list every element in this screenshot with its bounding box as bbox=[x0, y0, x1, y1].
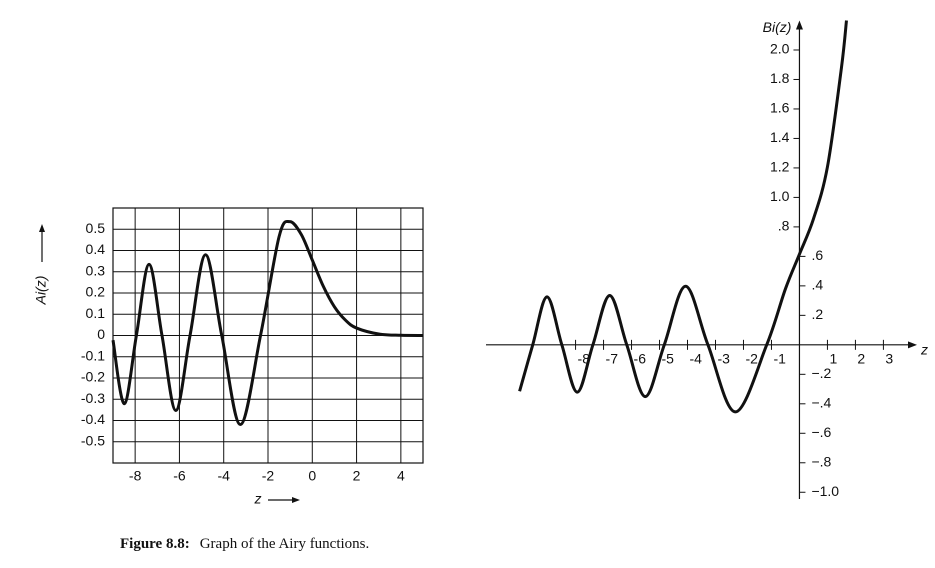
x-tick-label: -6 bbox=[173, 468, 186, 484]
x-tick-label: -7 bbox=[606, 351, 619, 367]
y-tick-label: -0.3 bbox=[81, 390, 105, 406]
y-tick-label: .4 bbox=[811, 277, 823, 293]
y-tick-label: -0.5 bbox=[81, 432, 105, 448]
y-axis-label: Bi(z) bbox=[763, 19, 792, 35]
caption-label: Figure 8.8: bbox=[120, 536, 190, 552]
y-tick-label: 0.3 bbox=[86, 262, 106, 278]
x-tick-label: 0 bbox=[308, 468, 316, 484]
y-tick-label: 0.1 bbox=[86, 305, 106, 321]
y-axis-arrowhead bbox=[795, 20, 803, 30]
y-tick-label: 1.6 bbox=[770, 100, 790, 116]
y-tick-label: .6 bbox=[811, 247, 823, 263]
y-tick-label: −1.0 bbox=[811, 483, 839, 499]
y-tick-label: −.4 bbox=[811, 395, 831, 411]
x-tick-label: 4 bbox=[397, 468, 405, 484]
x-axis-label: z bbox=[254, 491, 262, 507]
y-tick-label: 1.2 bbox=[770, 159, 790, 175]
y-tick-label: 1.4 bbox=[770, 129, 790, 145]
x-tick-label: 1 bbox=[829, 351, 837, 367]
x-tick-label: 3 bbox=[885, 351, 893, 367]
y-tick-label: 0.2 bbox=[86, 284, 106, 300]
x-tick-label: -6 bbox=[634, 351, 647, 367]
x-tick-label: -5 bbox=[662, 351, 675, 367]
y-tick-label: -0.4 bbox=[81, 411, 105, 427]
y-tick-label: -0.1 bbox=[81, 347, 105, 363]
curve bbox=[518, 20, 848, 414]
x-tick-label: -1 bbox=[773, 351, 786, 367]
x-tick-label: -4 bbox=[690, 351, 703, 367]
x-tick-label: -2 bbox=[745, 351, 758, 367]
curve bbox=[111, 219, 424, 427]
y-tick-label: .2 bbox=[811, 306, 823, 322]
caption-text: Graph of the Airy functions. bbox=[199, 536, 370, 552]
x-tick-label: 2 bbox=[353, 468, 361, 484]
caption: Figure 8.8: Graph of the Airy functions. bbox=[120, 536, 369, 553]
y-tick-label: −.8 bbox=[811, 453, 831, 469]
y-tick-label: 0.4 bbox=[86, 241, 106, 257]
x-tick-label: -4 bbox=[217, 468, 230, 484]
chart: -8 -6 -4 -2 0 2 4 -0.5 -0.4 -0.3 -0.2 -0.1 0 0.1 0.2 0.… bbox=[33, 19, 928, 507]
y-tick-label: 0.5 bbox=[86, 220, 106, 236]
y-tick-label: −.6 bbox=[811, 424, 831, 440]
x-tick-label: 2 bbox=[857, 351, 865, 367]
y-tick-label: −.2 bbox=[811, 365, 831, 381]
x-axis-arrowhead bbox=[908, 341, 917, 349]
y-tick-label: -0.2 bbox=[81, 369, 105, 385]
y-tick-label: 2.0 bbox=[770, 41, 790, 57]
y-tick-label: .8 bbox=[778, 218, 790, 234]
y-tick-label: 1.0 bbox=[770, 188, 790, 204]
x-axis-label: z bbox=[920, 342, 928, 358]
x-tick-label: -8 bbox=[129, 468, 142, 484]
x-tick-label: -3 bbox=[717, 351, 730, 367]
y-tick-label: 1.8 bbox=[770, 70, 790, 86]
y-axis-label: Ai(z) bbox=[33, 276, 49, 306]
y-tick-label: 0 bbox=[97, 326, 105, 342]
x-tick-label: -2 bbox=[262, 468, 275, 484]
ylabel-arrowhead bbox=[39, 224, 45, 232]
xlabel-arrowhead bbox=[292, 497, 300, 503]
